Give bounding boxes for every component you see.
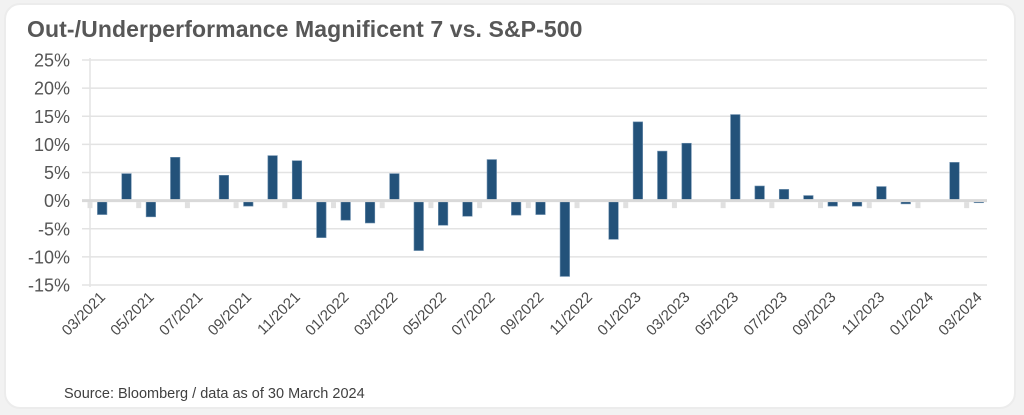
bars bbox=[97, 114, 984, 277]
bar bbox=[486, 159, 497, 201]
x-tick-mark bbox=[379, 202, 385, 209]
x-tick-label: 07/2021 bbox=[156, 289, 206, 339]
bar bbox=[535, 201, 546, 215]
bar bbox=[827, 201, 838, 207]
x-tick-mark bbox=[136, 202, 142, 209]
bar bbox=[170, 157, 181, 201]
y-tick-label: 25% bbox=[34, 51, 70, 71]
x-tick-mark bbox=[818, 202, 824, 209]
x-tick-label: 03/2024 bbox=[935, 289, 985, 339]
bar bbox=[413, 201, 424, 251]
bar bbox=[559, 201, 570, 277]
bar bbox=[657, 150, 668, 201]
x-tick-label: 07/2023 bbox=[740, 289, 790, 339]
x-tick-label: 09/2022 bbox=[497, 289, 547, 339]
y-tick-label: -10% bbox=[28, 247, 70, 267]
bar bbox=[340, 201, 351, 221]
x-tick-label: 07/2022 bbox=[448, 289, 498, 339]
bar bbox=[608, 201, 619, 240]
bar bbox=[364, 201, 376, 224]
bar bbox=[243, 201, 254, 207]
bar bbox=[438, 201, 449, 226]
y-tick-label: 10% bbox=[34, 135, 70, 155]
x-tick-mark bbox=[866, 202, 872, 209]
bar bbox=[145, 201, 156, 218]
bar bbox=[632, 121, 643, 201]
bar bbox=[267, 155, 278, 201]
y-axis: 25% 20% 15% 10% 5% 0% -5% -10% -15% bbox=[28, 51, 91, 296]
x-tick-label: 11/2022 bbox=[546, 289, 596, 339]
x-tick-mark bbox=[915, 202, 921, 209]
bar bbox=[389, 173, 400, 201]
bar bbox=[316, 201, 327, 238]
x-tick-mark bbox=[671, 202, 677, 209]
bar bbox=[681, 142, 692, 201]
chart-card bbox=[4, 3, 1016, 409]
bar bbox=[511, 201, 522, 216]
y-tick-label: -15% bbox=[28, 276, 70, 296]
x-tick-label: 11/2023 bbox=[839, 289, 889, 339]
bar bbox=[876, 186, 887, 201]
x-tick-mark bbox=[87, 202, 93, 209]
x-tick-mark bbox=[769, 202, 775, 209]
x-tick-mark bbox=[233, 202, 239, 209]
x-tick-label: 11/2021 bbox=[254, 289, 304, 339]
gridlines bbox=[82, 59, 987, 286]
x-tick-mark bbox=[331, 202, 337, 209]
x-tick-mark bbox=[574, 202, 580, 209]
bar bbox=[754, 185, 765, 201]
y-tick-label: -5% bbox=[38, 219, 70, 239]
bar bbox=[291, 160, 303, 201]
x-tick-mark bbox=[184, 202, 190, 209]
x-tick-label: 05/2023 bbox=[692, 289, 742, 339]
bar bbox=[730, 114, 741, 201]
x-tick-label: 05/2022 bbox=[400, 289, 450, 339]
bar bbox=[778, 189, 790, 201]
x-tick-label: 01/2024 bbox=[887, 289, 937, 339]
x-tick-label: 01/2023 bbox=[594, 289, 644, 339]
x-tick-label: 09/2021 bbox=[205, 289, 255, 339]
bar bbox=[852, 201, 863, 207]
x-tick-mark bbox=[623, 202, 629, 209]
x-tick-mark bbox=[964, 202, 970, 209]
x-tick-mark bbox=[525, 202, 531, 209]
bar bbox=[97, 201, 108, 215]
bar bbox=[218, 175, 229, 201]
x-tick-label: 03/2022 bbox=[351, 289, 401, 339]
x-tick-label: 03/2023 bbox=[643, 289, 693, 339]
x-tick-label: 05/2021 bbox=[107, 289, 157, 339]
y-tick-label: 20% bbox=[34, 79, 70, 99]
x-tick-mark bbox=[720, 202, 726, 209]
bar bbox=[121, 173, 132, 201]
x-tick-mark bbox=[428, 202, 434, 209]
y-tick-label: 5% bbox=[44, 163, 70, 183]
bar bbox=[462, 201, 473, 217]
source-note: Source: Bloomberg / data as of 30 March … bbox=[64, 386, 365, 402]
y-tick-label: 0% bbox=[44, 191, 70, 211]
y-tick-label: 15% bbox=[34, 107, 70, 127]
x-tick-mark bbox=[477, 202, 483, 209]
x-tick-label: 09/2023 bbox=[789, 289, 839, 339]
x-tick-label: 03/2021 bbox=[59, 289, 109, 339]
x-tick-label: 01/2022 bbox=[302, 289, 352, 339]
bar bbox=[949, 162, 960, 201]
x-tick-mark bbox=[282, 202, 288, 209]
chart-title: Out-/Underperformance Magnificent 7 vs. … bbox=[27, 16, 583, 42]
